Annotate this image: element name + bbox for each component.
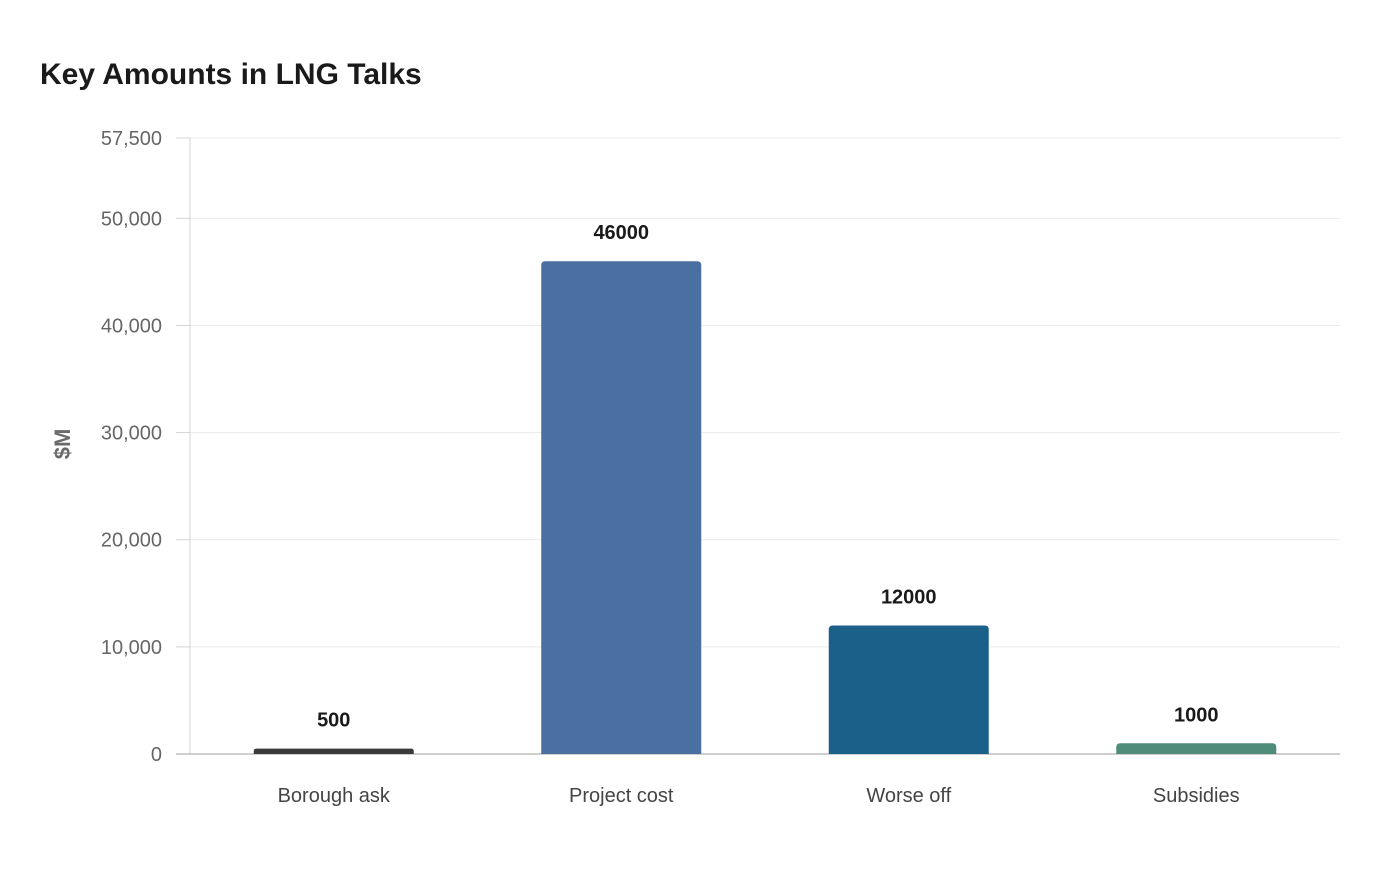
bar-project-cost: [541, 261, 702, 754]
value-label: 46000: [593, 222, 649, 244]
y-tick-label: 57,500: [101, 128, 162, 150]
y-tick-labels: 0 10,000 20,000 30,000 40,000 50,000 57,500: [101, 128, 162, 766]
x-tick-label: Subsidies: [1153, 785, 1240, 807]
bar-borough-ask: [253, 748, 414, 754]
y-tick-label: 0: [151, 744, 162, 766]
x-tick-label: Worse off: [866, 785, 951, 807]
y-tick-label: 20,000: [101, 530, 162, 552]
x-tick-labels: Borough ask Project cost Worse off Subsidie…: [278, 785, 1240, 807]
value-label: 1000: [1174, 704, 1219, 726]
x-tick-label: Borough ask: [278, 785, 391, 807]
value-label: 500: [317, 710, 350, 732]
y-tick-label: 50,000: [101, 208, 162, 230]
chart-title: Key Amounts in LNG Talks: [40, 58, 422, 91]
value-labels: 500 46000 12000 1000: [317, 222, 1218, 731]
bar-worse-off: [828, 625, 989, 754]
y-tick-label: 10,000: [101, 637, 162, 659]
axes: [176, 138, 1340, 755]
bars: [253, 261, 1277, 754]
x-tick-label: Project cost: [569, 785, 674, 807]
bar-subsidies: [1116, 743, 1277, 754]
y-axis-title: $M: [50, 429, 75, 460]
gridlines: [176, 137, 1340, 755]
y-tick-label: 40,000: [101, 315, 162, 337]
y-tick-label: 30,000: [101, 423, 162, 445]
value-label: 12000: [881, 586, 937, 608]
